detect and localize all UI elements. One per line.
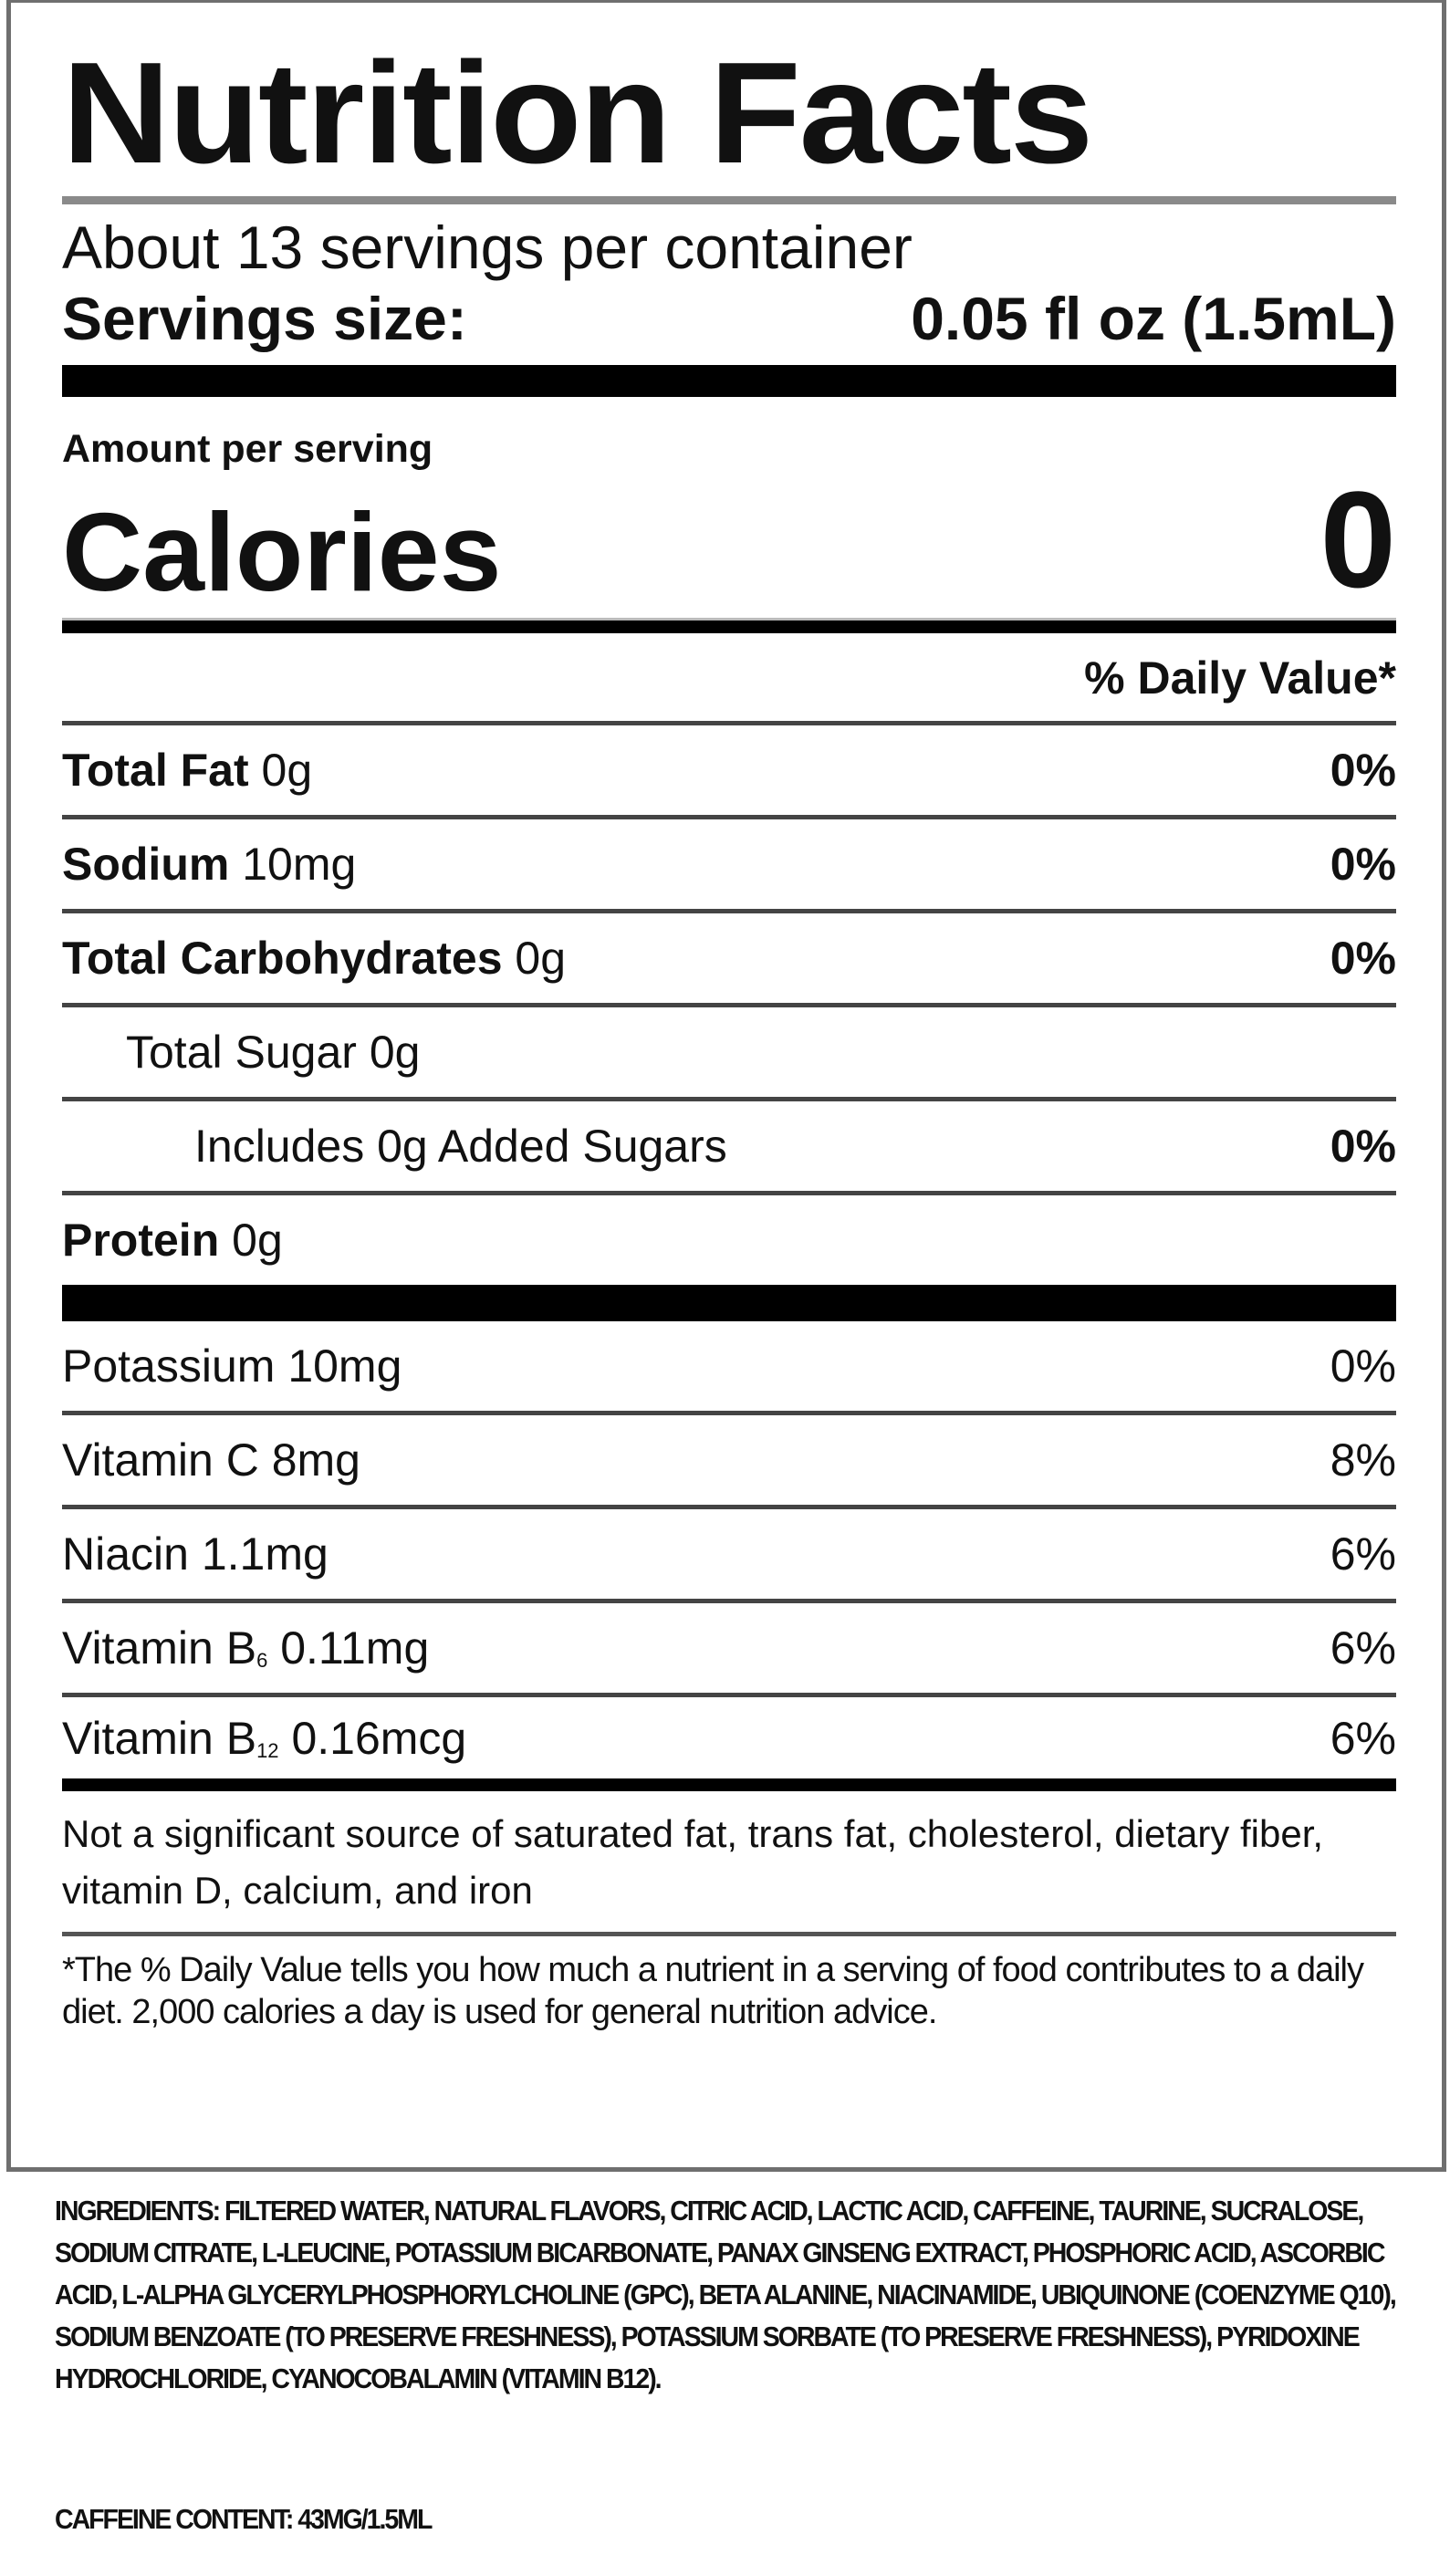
nutrient-dv: 0% <box>1330 745 1396 796</box>
vitamin-dv: 0% <box>1330 1340 1396 1392</box>
vitamin-dv: 6% <box>1330 1528 1396 1580</box>
serving-size-row: Servings size: 0.05 fl oz (1.5mL) <box>62 288 1396 349</box>
daily-value-footnote: *The % Daily Value tells you how much a … <box>62 1951 1364 2031</box>
vitamin-amount: 0.16mcg <box>278 1712 467 1764</box>
amount-per-serving: Amount per serving <box>62 427 433 471</box>
vitamin-label: Niacin 1.1mg <box>62 1528 329 1580</box>
vitamin-prefix: Vitamin B <box>62 1622 257 1674</box>
vitamin-dv: 8% <box>1330 1434 1396 1486</box>
serving-size-label: Servings size: <box>62 285 467 352</box>
divider <box>62 196 1396 204</box>
vitamin-subscript: 6 <box>256 1649 268 1672</box>
daily-value-header: % Daily Value* <box>62 655 1396 725</box>
nutrient-amount: 0g <box>232 1215 283 1266</box>
nutrient-label: Sodium 10mg <box>62 841 356 887</box>
nutrient-dv: 0% <box>1330 1121 1396 1172</box>
vitamin-row-vitamin-c: Vitamin C 8mg 8% <box>62 1415 1396 1509</box>
nutrient-name: Total Carbohydrates <box>62 933 503 984</box>
nutrient-row-total-carbohydrates: Total Carbohydrates 0g 0% <box>62 913 1396 1007</box>
servings-per-container: About 13 servings per container <box>62 214 913 281</box>
serving-size-value: 0.05 fl oz (1.5mL) <box>911 285 1396 352</box>
nutrient-dv: 0% <box>1330 839 1396 890</box>
nutrient-label: Total Fat 0g <box>62 747 312 793</box>
nutrient-amount: 0g <box>515 933 567 984</box>
vitamin-label: Vitamin B6 0.11mg <box>62 1625 429 1671</box>
vitamin-row-potassium: Potassium 10mg 0% <box>62 1321 1396 1415</box>
nutrient-amount: 0g <box>261 745 313 796</box>
calories-value: 0 <box>1320 463 1396 616</box>
nutrient-label: Total Carbohydrates 0g <box>62 935 566 981</box>
vitamin-label: Vitamin C 8mg <box>62 1434 360 1486</box>
nutrient-label: Includes 0g Added Sugars <box>194 1121 727 1172</box>
nutrient-row-protein: Protein 0g <box>62 1195 1396 1285</box>
nutrient-amount: 10mg <box>242 839 357 890</box>
divider-thick <box>62 365 1396 397</box>
calories-label: Calories <box>62 490 502 614</box>
vitamin-prefix: Vitamin B <box>62 1712 257 1764</box>
nutrient-name: Total Fat <box>62 745 249 796</box>
calories-row: Calories 0 <box>62 471 1396 608</box>
divider-thick <box>62 1285 1396 1321</box>
nutrient-row-total-sugar: Total Sugar 0g <box>62 1007 1396 1101</box>
nutrient-dv: 0% <box>1330 933 1396 984</box>
vitamin-row-b6: Vitamin B6 0.11mg 6% <box>62 1603 1396 1697</box>
divider-medium <box>62 621 1396 633</box>
vitamin-dv: 6% <box>1330 1712 1396 1764</box>
vitamin-dv: 6% <box>1330 1622 1396 1674</box>
nutrient-name: Sodium <box>62 839 230 890</box>
vitamin-subscript: 12 <box>256 1738 279 1762</box>
nutrient-row-total-fat: Total Fat 0g 0% <box>62 725 1396 819</box>
nutrient-row-sodium: Sodium 10mg 0% <box>62 819 1396 913</box>
nutrient-label: Total Sugar 0g <box>126 1027 421 1078</box>
nutrient-name: Protein <box>62 1215 220 1266</box>
not-significant-note: Not a significant source of saturated fa… <box>62 1806 1396 1936</box>
ingredients-list: INGREDIENTS: FILTERED WATER, NATURAL FLA… <box>55 2195 1397 2394</box>
vitamin-row-niacin: Niacin 1.1mg 6% <box>62 1509 1396 1603</box>
nutrition-facts-panel: Nutrition Facts About 13 servings per co… <box>6 0 1446 2172</box>
vitamin-label: Vitamin B12 0.16mcg <box>62 1716 466 1761</box>
vitamin-row-b12: Vitamin B12 0.16mcg 6% <box>62 1697 1396 1791</box>
panel-title: Nutrition Facts <box>62 33 1093 193</box>
vitamin-amount: 0.11mg <box>267 1622 430 1674</box>
vitamin-label: Potassium 10mg <box>62 1340 402 1392</box>
nutrient-row-added-sugars: Includes 0g Added Sugars 0% <box>62 1101 1396 1195</box>
nutrient-label: Protein 0g <box>62 1217 283 1263</box>
caffeine-content: CAFFEINE CONTENT: 43MG/1.5ML <box>55 2503 433 2535</box>
